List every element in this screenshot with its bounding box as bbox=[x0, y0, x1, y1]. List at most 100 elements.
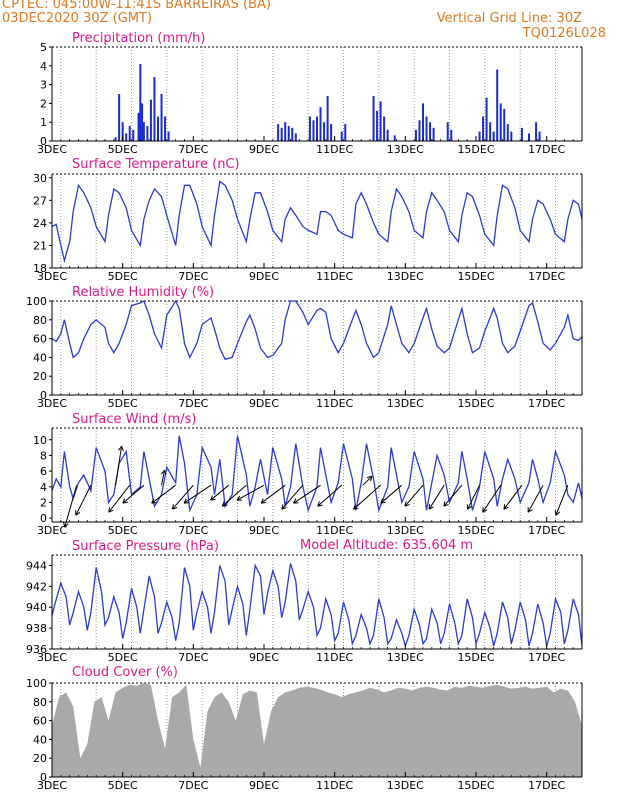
precip-bar bbox=[503, 109, 506, 141]
precip-bar bbox=[393, 135, 396, 141]
precip-bar bbox=[344, 124, 347, 141]
wind-arrow-head bbox=[160, 469, 167, 476]
precip-bar bbox=[128, 125, 131, 141]
precip-bar bbox=[340, 131, 343, 141]
x-tick-label: 5DEC bbox=[108, 270, 138, 283]
precip-bar bbox=[386, 129, 389, 141]
precip-bar bbox=[446, 122, 449, 141]
x-tick-label: 15DEC bbox=[457, 651, 494, 664]
precip-bar bbox=[308, 116, 311, 141]
precip-bar bbox=[319, 107, 322, 141]
y-tick-label: 24 bbox=[33, 217, 47, 230]
precip-bar bbox=[118, 94, 121, 141]
wind-arrow-head bbox=[260, 498, 267, 504]
x-tick-label: 7DEC bbox=[178, 397, 208, 410]
precip-bar bbox=[482, 116, 485, 141]
x-tick-label: 11DEC bbox=[316, 651, 353, 664]
x-tick-label: 15DEC bbox=[457, 779, 494, 792]
wind-arrow-head bbox=[75, 510, 81, 516]
x-tick-label: 5DEC bbox=[108, 779, 138, 792]
y-tick-label: 40 bbox=[33, 733, 47, 746]
cloud-area bbox=[52, 683, 582, 777]
precip-bar bbox=[520, 127, 523, 141]
wind-arrow bbox=[404, 484, 424, 507]
x-tick-label: 17DEC bbox=[528, 779, 565, 792]
wind-arrow bbox=[222, 484, 247, 507]
x-tick-label: 5DEC bbox=[108, 143, 138, 156]
x-tick-label: 13DEC bbox=[387, 397, 424, 410]
wind-arrow-head bbox=[281, 504, 287, 510]
y-tick-label: 5 bbox=[40, 41, 47, 54]
y-tick-label: 80 bbox=[33, 696, 47, 709]
precip-bar bbox=[414, 129, 417, 141]
precip-bar bbox=[316, 116, 318, 141]
precip-bar bbox=[489, 122, 492, 141]
precip-bar bbox=[429, 122, 432, 141]
x-tick-label: 17DEC bbox=[528, 651, 565, 664]
y-tick-label: 80 bbox=[33, 314, 47, 327]
precip-bar bbox=[146, 125, 149, 141]
x-tick-label: 11DEC bbox=[316, 779, 353, 792]
x-tick-label: 9DEC bbox=[249, 651, 279, 664]
wind-arrow bbox=[64, 485, 78, 528]
precip-bar bbox=[294, 133, 297, 141]
x-tick-label: 9DEC bbox=[249, 143, 279, 156]
precip-bar bbox=[330, 124, 333, 141]
y-tick-label: 21 bbox=[33, 239, 47, 252]
precip-bar bbox=[506, 124, 509, 141]
wind-arrow bbox=[555, 484, 569, 516]
precip-bar bbox=[425, 116, 428, 141]
y-tick-label: 20 bbox=[33, 370, 47, 383]
y-tick-label: 30 bbox=[33, 172, 47, 185]
wind-arrow-head bbox=[466, 504, 472, 510]
wind-arrow-head bbox=[482, 507, 488, 513]
wind-arrow bbox=[122, 484, 145, 504]
precip-bar bbox=[142, 122, 145, 141]
wind-arrow-head bbox=[554, 510, 561, 516]
wind-arrow-head bbox=[122, 498, 128, 504]
x-tick-label: 3DEC bbox=[37, 651, 67, 664]
precip-bar bbox=[383, 116, 386, 141]
x-tick-label: 13DEC bbox=[387, 270, 424, 283]
panel-title: Surface Pressure (hPa) bbox=[72, 539, 219, 554]
panel-1: 0 1 2 3 4 5 3DEC 5DEC 7DEC 9DEC 11DEC 13DEC 15DEC 17D… bbox=[37, 31, 583, 156]
wind-arrow-head bbox=[380, 498, 386, 504]
series-line bbox=[51, 180, 583, 264]
precip-bar bbox=[284, 122, 287, 141]
x-tick-label: 15DEC bbox=[457, 397, 494, 410]
panel-6: 0 20 40 60 80 100 3DEC 5DEC 7DEC 9DEC 11DEC 13DEC 15… bbox=[26, 665, 583, 792]
wind-arrow bbox=[317, 484, 343, 507]
wind-arrow-head bbox=[428, 504, 434, 510]
series-line bbox=[51, 299, 583, 361]
y-tick-label: 936 bbox=[26, 643, 47, 656]
precip-bar bbox=[277, 124, 280, 141]
x-tick-label: 13DEC bbox=[387, 143, 424, 156]
precip-bar bbox=[432, 127, 435, 141]
x-tick-label: 17DEC bbox=[528, 270, 565, 283]
wind-arrow-head bbox=[236, 495, 243, 501]
x-tick-label: 7DEC bbox=[178, 524, 208, 537]
x-tick-label: 5DEC bbox=[108, 397, 138, 410]
wind-arrow-head bbox=[118, 445, 124, 452]
precip-bar bbox=[153, 77, 156, 141]
wind-arrow-head bbox=[527, 507, 533, 513]
panel-3: 0 20 40 60 80 100 3DEC 5DEC 7DEC 9DEC 11DEC 13DEC 15… bbox=[26, 285, 583, 410]
precip-bar bbox=[485, 97, 488, 141]
wind-arrow bbox=[108, 484, 131, 513]
wind-arrow-head bbox=[63, 522, 69, 528]
precip-bar bbox=[280, 127, 283, 141]
panel-title: Surface Temperature (nC) bbox=[72, 157, 240, 172]
precip-bar bbox=[291, 127, 294, 141]
precip-bar bbox=[114, 137, 117, 141]
x-tick-label: 13DEC bbox=[387, 651, 424, 664]
y-tick-label: 0 bbox=[40, 512, 47, 525]
precip-bar bbox=[478, 131, 481, 141]
precip-bar bbox=[538, 131, 541, 141]
x-tick-label: 15DEC bbox=[457, 270, 494, 283]
x-tick-label: 7DEC bbox=[178, 270, 208, 283]
precip-bar bbox=[167, 131, 170, 141]
panel-2: 18 21 24 27 30 3DEC 5DEC 7DEC 9DEC 11DEC 13DEC 15DE… bbox=[33, 157, 583, 283]
series-line bbox=[51, 435, 583, 513]
wind-arrow bbox=[236, 484, 265, 501]
y-tick-label: 2 bbox=[40, 97, 47, 110]
